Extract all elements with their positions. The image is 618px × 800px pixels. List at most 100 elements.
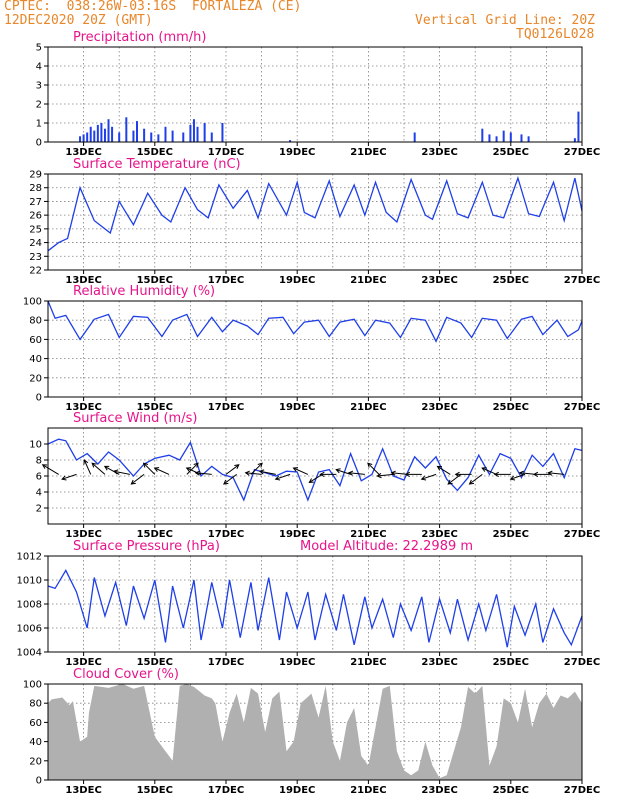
wind-arrow-head [420,475,427,481]
wind-arrow [367,462,380,475]
cloud-area [48,684,582,780]
wind-arrow [259,470,276,475]
pres-xtick-label: 27DEC [564,657,600,668]
model-id-label: TQ0126L028 [516,27,595,42]
rh-ytick-label: 20 [29,373,42,384]
pres-xtick-label: 19DEC [279,657,315,668]
precip-ytick-label: 4 [36,62,42,73]
precip-bar [89,126,92,142]
rh-xtick-label: 21DEC [350,402,386,413]
precip-bar [150,132,153,142]
wind-arrow [250,462,263,475]
model-altitude-label: Model Altitude: 22.2989 m [300,539,473,554]
wind-arrow-head [274,475,281,481]
wind-arrow-head [292,467,299,472]
wind-arrow-head [61,475,67,481]
wind-title: Surface Wind (m/s) [73,411,197,426]
precip-bar [125,117,128,142]
wind-arrow [348,472,365,475]
cloud-ytick-label: 0 [36,776,42,787]
wind-arrow [481,467,497,475]
wind-arrow-head [258,469,265,475]
temp-ytick-label: 25 [29,224,42,235]
precip-xtick-label: 15DEC [137,147,173,158]
wind-arrow-head [447,479,453,485]
wind-arrow [519,472,536,475]
precip-bar [93,130,96,142]
precip-ytick-label: 1 [36,119,42,130]
rh-ytick-label: 80 [29,316,42,327]
wind-arrow-head [454,471,460,477]
precip-bar [111,126,114,142]
precip-bar [100,123,103,142]
rh-xtick-label: 27DEC [564,402,600,413]
pres-xtick-label: 23DEC [421,657,457,668]
wind-arrow [336,469,351,475]
precip-bar [171,130,174,142]
temp-ytick-label: 27 [29,197,42,208]
cloud-xtick-label: 21DEC [350,785,386,796]
wind-arrow [548,472,565,475]
temp-ytick-label: 23 [29,252,42,263]
wind-arrow-head [130,479,136,485]
wind-arrow-head [257,462,263,468]
precip-bar [481,128,484,142]
cloud-xtick-label: 15DEC [137,785,173,796]
cloud-xtick-label: 17DEC [208,785,244,796]
wind-xtick-label: 25DEC [493,529,529,540]
wind-arrow [113,470,130,475]
wind-arrow [293,467,309,475]
precip-bar [509,132,512,142]
precip-bar [107,119,110,142]
rh-ytick-label: 40 [29,354,42,365]
temp-xtick-label: 23DEC [421,275,457,286]
wind-arrow [154,467,170,475]
temp-xtick-label: 19DEC [279,275,315,286]
pres-series-line [47,569,583,648]
wind-arrow-head [319,471,325,477]
precip-bar [289,140,292,142]
pres-ytick-label: 1006 [17,624,42,635]
temp-xtick-label: 17DEC [208,275,244,286]
precip-xtick-label: 23DEC [421,147,457,158]
wind-arrow-head [112,469,119,475]
wind-arrow [61,473,77,480]
cloud-ytick-label: 60 [29,718,42,729]
precip-xtick-label: 19DEC [279,147,315,158]
wind-arrow [83,459,92,475]
pres-ytick-label: 1012 [17,552,42,563]
vertical-grid-label: Vertical Grid Line: 20Z [415,13,596,28]
precip-xtick-label: 27DEC [564,147,600,158]
rh-frame [47,300,583,398]
wind-arrow-head [376,473,382,479]
cloud-xtick-label: 27DEC [564,785,600,796]
precip-title: Precipitation (mm/h) [73,30,206,45]
precip-bar [136,121,138,142]
precip-bar [164,126,167,142]
wind-arrow-head [493,471,499,477]
cloud-xtick-label: 13DEC [65,785,101,796]
cloud-ytick-label: 40 [29,737,42,748]
wind-arrow [377,473,394,477]
wind-arrow-head [481,467,487,472]
temp-ytick-label: 24 [29,238,42,249]
wind-arrow-head [509,475,516,481]
wind-arrow-head [223,479,229,485]
wind-xtick-label: 23DEC [421,529,457,540]
temp-series-line [47,176,583,252]
wind-arrow-head [41,464,48,469]
wind-arrow [245,472,262,475]
wind-arrow [309,473,323,483]
wind-arrow [275,473,291,480]
wind-arrow [195,472,212,475]
pres-ytick-label: 1008 [17,600,42,611]
precip-ytick-label: 2 [36,100,42,111]
precip-xtick-label: 25DEC [493,147,529,158]
precip-bar [182,132,185,142]
rh-xtick-label: 15DEC [137,402,173,413]
precip-ytick-label: 3 [36,81,42,92]
temp-ytick-label: 29 [29,170,42,181]
wind-arrow-head [83,459,89,465]
rh-xtick-label: 25DEC [493,402,529,413]
wind-ytick-label: 6 [36,472,42,483]
